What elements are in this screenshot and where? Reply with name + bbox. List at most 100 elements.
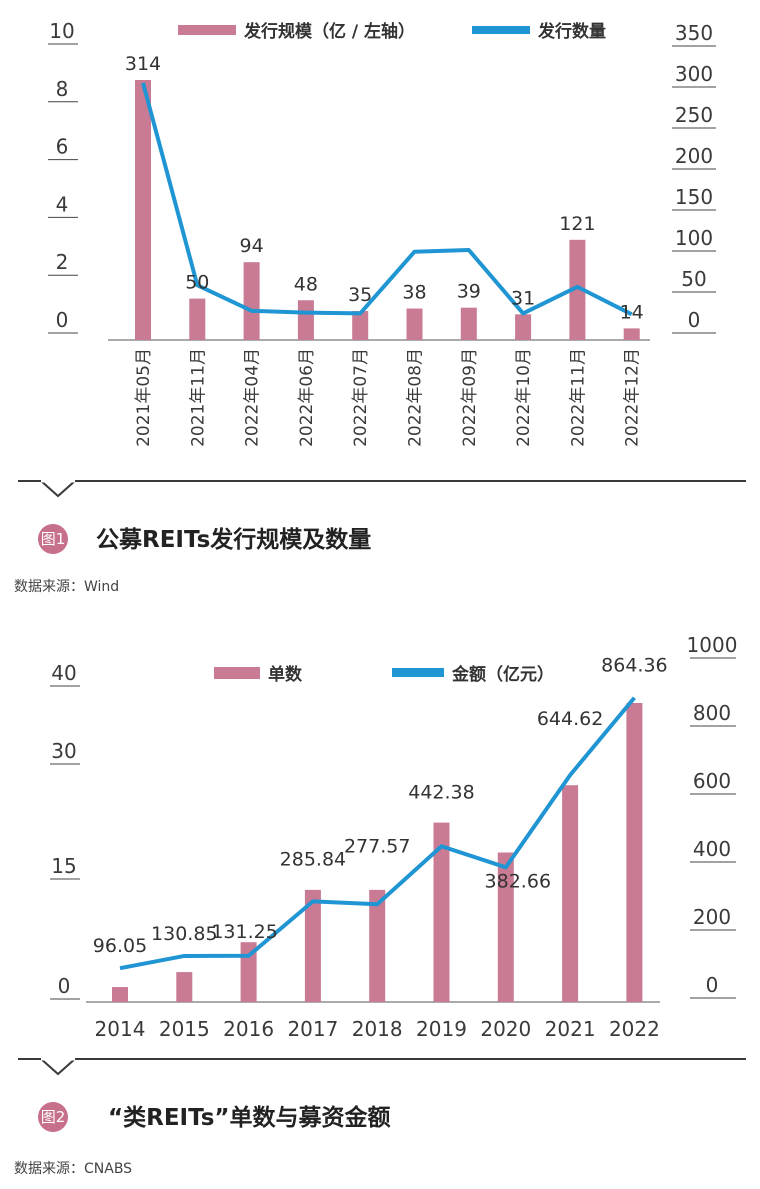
bar-2021年05月 xyxy=(135,80,151,340)
category-2022年07月: 2022年07月 xyxy=(351,348,371,447)
left-tick-15: 15 xyxy=(51,854,76,878)
category-2015: 2015 xyxy=(159,1017,210,1041)
legend-line-swatch xyxy=(392,668,444,677)
category-2018: 2018 xyxy=(352,1017,403,1041)
legend-bar-label: 发行规模（亿 / 左轴） xyxy=(243,21,415,42)
right-tick-250: 250 xyxy=(675,103,713,127)
category-2014: 2014 xyxy=(95,1017,146,1041)
caption-divider xyxy=(18,1058,746,1060)
legend-bar-swatch xyxy=(178,25,236,35)
category-2022年10月: 2022年10月 xyxy=(514,348,534,447)
bar-2020 xyxy=(497,852,514,1002)
caption-divider xyxy=(18,480,746,482)
category-2020: 2020 xyxy=(480,1017,531,1041)
bar-2018 xyxy=(369,889,386,1002)
right-tick-200: 200 xyxy=(693,905,731,929)
category-2022年12月: 2022年12月 xyxy=(623,348,643,447)
figure-2-source: 数据来源：CNABS xyxy=(14,1161,133,1177)
line-label-2018: 277.57 xyxy=(344,835,410,857)
category-2021年11月: 2021年11月 xyxy=(188,348,208,447)
caption-notch xyxy=(40,1058,76,1076)
bar-2022年04月 xyxy=(243,262,260,340)
bar-2017 xyxy=(304,889,321,1002)
right-tick-300: 300 xyxy=(675,62,713,86)
category-2017: 2017 xyxy=(287,1017,338,1041)
right-tick-800: 800 xyxy=(693,701,731,725)
chart-2-right-axis: 1000 800 600 400 200 0 xyxy=(687,633,738,999)
category-2019: 2019 xyxy=(416,1017,467,1041)
right-tick-600: 600 xyxy=(693,769,731,793)
bar-label-2021年11月: 50 xyxy=(185,272,209,294)
line-label-2021: 644.62 xyxy=(537,708,603,730)
bar-label-2022年04月: 94 xyxy=(240,235,264,257)
bar-label-2022年09月: 39 xyxy=(457,281,481,303)
chart-1-bars xyxy=(135,80,640,340)
category-2022: 2022 xyxy=(609,1017,660,1041)
line-label-2022: 864.36 xyxy=(601,655,667,677)
category-2022年08月: 2022年08月 xyxy=(406,348,426,447)
category-2022年09月: 2022年09月 xyxy=(460,348,480,447)
caption-notch xyxy=(40,480,76,498)
chart-1-legend: 发行规模（亿 / 左轴） 发行数量 xyxy=(178,21,606,42)
figure-1-caption: 图1 公募REITs发行规模及数量 xyxy=(0,480,760,554)
bar-2022年10月 xyxy=(515,314,532,340)
left-tick-0: 0 xyxy=(58,974,71,998)
bar-2014 xyxy=(112,987,128,1002)
right-tick-150: 150 xyxy=(675,185,713,209)
category-2022年06月: 2022年06月 xyxy=(297,348,317,447)
line-label-2014: 96.05 xyxy=(93,935,147,957)
bar-2022年08月 xyxy=(406,308,423,340)
figure-1-badge: 图1 xyxy=(38,524,68,554)
bar-2022年12月 xyxy=(623,328,640,340)
bar-2021年11月 xyxy=(189,298,206,340)
left-tick-6: 6 xyxy=(56,135,69,159)
figure-2-caption: 图2 “类REITs”单数与募资金额 xyxy=(0,1058,760,1132)
chart-1-data-labels: 314 50 94 48 35 38 39 31 121 14 xyxy=(125,53,644,323)
left-tick-4: 4 xyxy=(56,192,69,216)
right-tick-0: 0 xyxy=(688,308,701,332)
line-label-2015: 130.85 xyxy=(151,923,217,945)
category-2021: 2021 xyxy=(545,1017,596,1041)
chart-1-left-axis: 10 8 6 4 2 0 xyxy=(48,19,78,334)
chart-2-left-axis: 40 30 15 0 xyxy=(50,661,80,1000)
right-tick-100: 100 xyxy=(675,226,713,250)
line-label-2020: 382.66 xyxy=(485,870,551,892)
bar-label-2022年12月: 14 xyxy=(620,301,644,323)
chart-2-bars xyxy=(112,703,643,1002)
left-tick-8: 8 xyxy=(56,77,69,101)
left-tick-30: 30 xyxy=(51,739,76,763)
series-line xyxy=(119,696,636,971)
left-tick-10: 10 xyxy=(49,19,74,43)
bar-2019 xyxy=(433,822,450,1002)
left-tick-0: 0 xyxy=(56,308,69,332)
bar-2021 xyxy=(562,785,579,1002)
figure-2-badge: 图2 xyxy=(38,1102,68,1132)
series-line xyxy=(141,82,633,317)
left-tick-40: 40 xyxy=(51,661,76,685)
bar-label-2021年05月: 314 xyxy=(125,53,161,75)
line-label-2017: 285.84 xyxy=(280,848,346,870)
chart-2: 单数 金额（亿元） 40 30 15 0 1000 800 600 400 200 0 96.0… xyxy=(50,633,738,1041)
bar-label-2022年06月: 48 xyxy=(294,273,318,295)
right-tick-350: 350 xyxy=(675,21,713,45)
category-2022年04月: 2022年04月 xyxy=(243,348,263,447)
figure-1-source: 数据来源：Wind xyxy=(14,579,120,595)
bar-2015 xyxy=(176,972,193,1002)
bar-label-2022年11月: 121 xyxy=(559,213,595,235)
right-tick-0: 0 xyxy=(706,973,719,997)
left-tick-2: 2 xyxy=(56,250,69,274)
right-tick-200: 200 xyxy=(675,144,713,168)
category-2021年05月: 2021年05月 xyxy=(134,348,154,447)
legend-line-label: 发行数量 xyxy=(537,21,606,42)
bar-2022年07月 xyxy=(352,311,369,340)
bar-2022年06月 xyxy=(297,300,314,340)
right-tick-1000: 1000 xyxy=(687,633,738,657)
category-2016: 2016 xyxy=(223,1017,274,1041)
bar-label-2022年08月: 38 xyxy=(402,282,426,304)
category-2022年11月: 2022年11月 xyxy=(568,348,588,447)
chart-1-categories: 2021年05月 2021年11月 2022年04月 2022年06月 2022年07月… xyxy=(134,348,643,447)
line-label-2016: 131.25 xyxy=(211,921,277,943)
right-tick-50: 50 xyxy=(681,267,706,291)
figure-1-title: 公募REITs发行规模及数量 xyxy=(96,527,372,553)
